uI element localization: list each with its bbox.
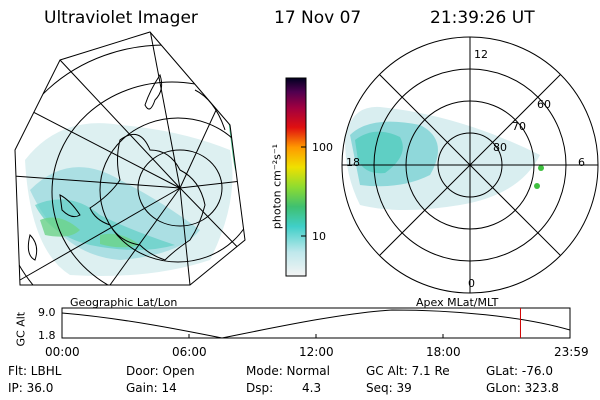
altitude-timeline bbox=[61, 307, 571, 339]
apex-caption: Apex MLat/MLT bbox=[416, 296, 499, 309]
xtick-0000: 00:00 bbox=[45, 345, 80, 359]
polar-green-dot-1 bbox=[538, 165, 544, 171]
mode-info: Mode: Normal bbox=[246, 364, 330, 378]
mlt-label-0: 0 bbox=[468, 277, 475, 290]
gc-alt-info: GC Alt: 7.1 Re bbox=[366, 364, 450, 378]
ytick-1-8: 1.8 bbox=[38, 329, 56, 342]
geographic-map bbox=[14, 31, 246, 286]
xtick-2359: 23:59 bbox=[554, 345, 589, 359]
mlt-label-6: 6 bbox=[578, 156, 585, 169]
emission-green-patches bbox=[40, 217, 140, 248]
polar-plot bbox=[341, 36, 599, 294]
xtick-1200: 12:00 bbox=[299, 345, 334, 359]
mlat-label-60: 60 bbox=[537, 98, 551, 111]
geographic-caption: Geographic Lat/Lon bbox=[70, 296, 178, 309]
gain-info: Gain: 14 bbox=[126, 381, 177, 395]
ytick-9: 9.0 bbox=[38, 306, 56, 319]
gc-alt-axis-label: GC Alt bbox=[14, 311, 28, 347]
colorbar-unit-label: photon cm⁻²s⁻¹ bbox=[270, 143, 284, 230]
ip-info: IP: 36.0 bbox=[8, 381, 54, 395]
polar-green-dot-2 bbox=[534, 183, 540, 189]
mlat-label-80: 80 bbox=[493, 141, 507, 154]
xtick-1800: 18:00 bbox=[426, 345, 461, 359]
dsp-label: Dsp: bbox=[246, 381, 274, 395]
instrument-title: Ultraviolet Imager bbox=[44, 8, 198, 28]
emission-region-inner bbox=[35, 199, 175, 250]
time-label: 21:39:26 UT bbox=[430, 8, 535, 28]
filter-info: Flt: LBHL bbox=[8, 364, 62, 378]
altitude-curve bbox=[61, 309, 571, 339]
xtick-0600: 06:00 bbox=[172, 345, 207, 359]
glat-info: GLat: -76.0 bbox=[486, 364, 553, 378]
colorbar-tick-10: 10 bbox=[312, 230, 326, 243]
mlt-label-12: 12 bbox=[474, 48, 488, 61]
door-info: Door: Open bbox=[126, 364, 195, 378]
polar-emission-inner bbox=[355, 131, 403, 174]
dsp-value: 4.3 bbox=[302, 381, 322, 395]
date-label: 17 Nov 07 bbox=[274, 8, 362, 28]
mlat-label-70: 70 bbox=[512, 120, 526, 133]
colorbar-tick-100: 100 bbox=[312, 141, 333, 154]
mlt-label-18: 18 bbox=[346, 156, 360, 169]
seq-info: Seq: 39 bbox=[366, 381, 412, 395]
glon-info: GLon: 323.8 bbox=[486, 381, 559, 395]
colorbar bbox=[285, 77, 307, 277]
